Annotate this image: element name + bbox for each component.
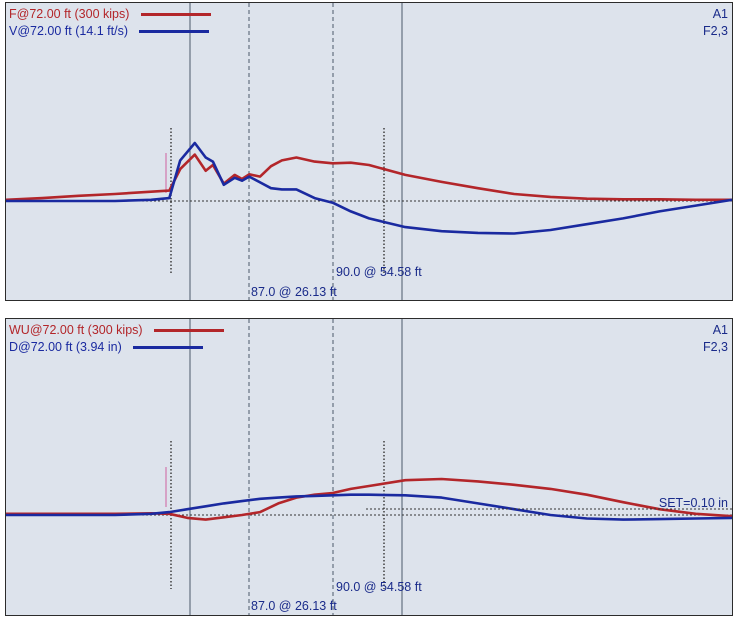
legend-displacement-swatch [133,346,204,350]
legend-displacement-label: D@72.00 ft (3.94 in) [9,340,122,354]
legend-velocity-swatch [139,30,210,34]
legend-wu: WU@72.00 ft (300 kips) [9,323,225,337]
marker-label-87-bottom: 87.0 @ 26.13 ft [251,599,337,613]
series-line-top-1 [6,141,732,235]
legend-force: F@72.00 ft (300 kips) [9,7,211,21]
legend-force-label: F@72.00 ft (300 kips) [9,7,130,21]
legend-force-swatch [140,13,211,17]
tag-a1: A1 [712,7,728,21]
series-line-top-0 [6,153,732,202]
marker-label-90-bottom: 90.0 @ 54.58 ft [336,580,422,594]
legend-displacement: D@72.00 ft (3.94 in) [9,340,204,354]
wu-displacement-svg [6,319,732,615]
marker-label-90: 90.0 @ 54.58 ft [336,265,422,279]
legend-wu-swatch [154,329,225,333]
force-velocity-svg [6,3,732,300]
tag-f23-bottom: F2,3 [702,340,728,354]
tag-a1-bottom: A1 [712,323,728,337]
series-line-bottom-1 [6,493,732,521]
legend-velocity-label: V@72.00 ft (14.1 ft/s) [9,24,128,38]
legend-velocity: V@72.00 ft (14.1 ft/s) [9,24,210,38]
force-velocity-plot: F@72.00 ft (300 kips) V@72.00 ft (14.1 f… [5,2,733,301]
legend-wu-label: WU@72.00 ft (300 kips) [9,323,143,337]
set-annotation: SET=0.10 in [658,496,728,510]
marker-label-87: 87.0 @ 26.13 ft [251,285,337,299]
tag-f23: F2,3 [702,24,728,38]
series-line-bottom-0 [6,477,732,521]
displacement-plot: WU@72.00 ft (300 kips) D@72.00 ft (3.94 … [5,318,733,616]
